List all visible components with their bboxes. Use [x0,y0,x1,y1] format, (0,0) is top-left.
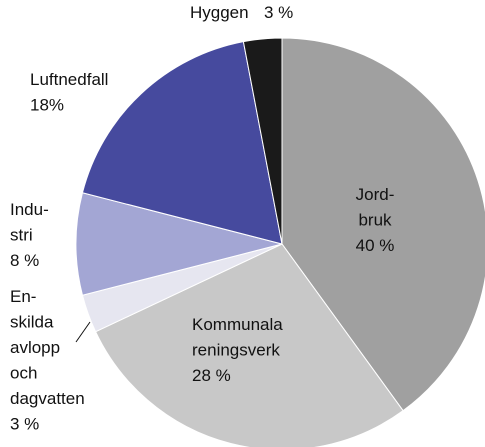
slice-label: dagvatten [10,389,85,408]
slice-label: Kommunala [192,315,283,334]
slice-label: En- [10,287,36,306]
slice-label: Hyggen [190,3,249,22]
slice-label: skilda [10,313,54,332]
value-label: 8 % [10,251,39,270]
pie-slice [81,41,283,245]
slice-label: och [10,364,37,383]
pie-slice [242,37,283,245]
value-label: 28 % [192,366,231,385]
slice-label: Indu- [10,200,49,219]
slice-label: Luftnedfall [30,70,108,89]
leader-line [75,321,91,343]
value-label: 3 % [10,415,39,434]
slice-label: bruk [358,211,392,230]
value-label: 3 % [264,3,293,22]
slice-label: Jord- [356,185,395,204]
value-label: 40 % [356,236,395,255]
value-label: 18% [30,96,64,115]
slice-label: stri [10,226,33,245]
pie-slice [281,37,485,412]
slice-label: reningsverk [192,341,280,360]
slice-label: avlopp [10,338,60,357]
pie-slice [75,192,283,296]
pie-slice [94,243,404,447]
